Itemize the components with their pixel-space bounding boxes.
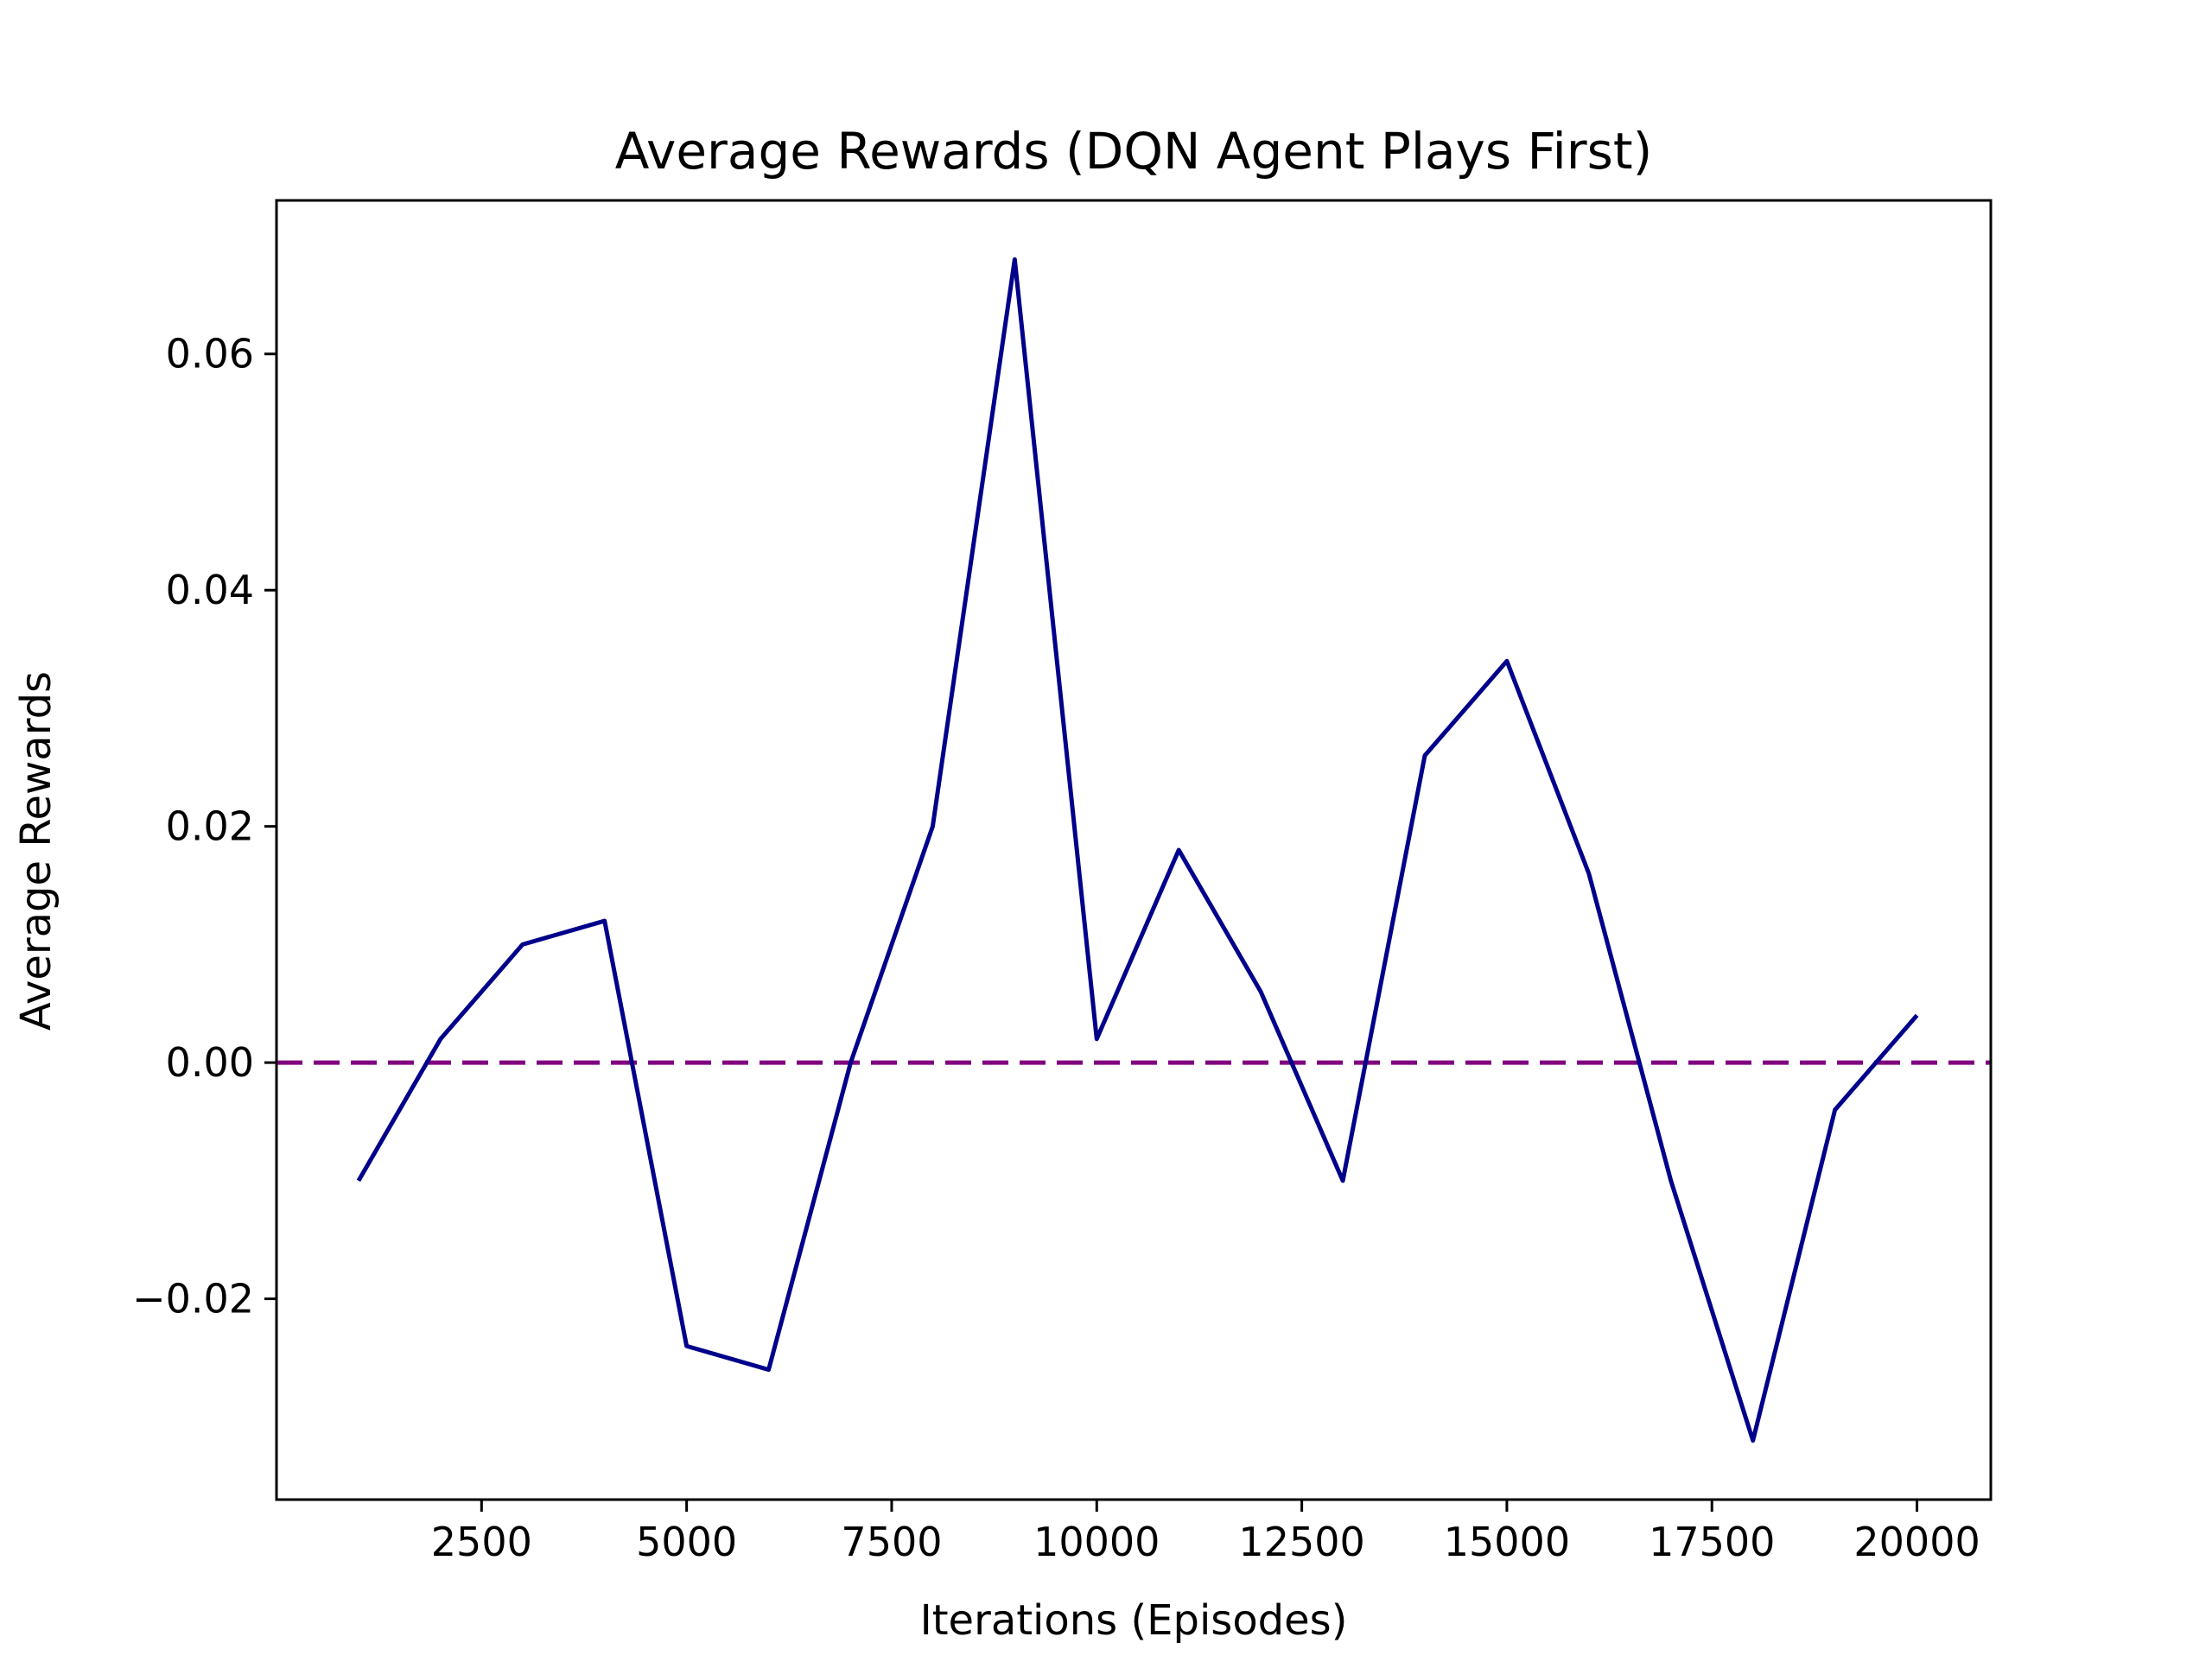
y-tick-label: 0.06 <box>166 331 254 377</box>
x-tick-label: 2500 <box>431 1519 532 1565</box>
x-tick-label: 7500 <box>841 1519 942 1565</box>
y-axis-title: Average Rewards <box>12 671 60 1031</box>
chart-title: Average Rewards (DQN Agent Plays First) <box>615 122 1652 181</box>
x-axis-title: Iterations (Episodes) <box>920 1596 1348 1645</box>
y-tick-label: 0.00 <box>166 1039 254 1086</box>
series-line <box>359 259 1917 1440</box>
y-axis-ticks: −0.02 0.00 0.02 0.04 0.06 <box>132 331 276 1323</box>
x-tick-label: 17500 <box>1649 1519 1775 1565</box>
x-tick-label: 15000 <box>1444 1519 1570 1565</box>
x-tick-label: 12500 <box>1238 1519 1364 1565</box>
x-tick-label: 5000 <box>636 1519 737 1565</box>
y-tick-label: 0.04 <box>166 567 254 613</box>
y-tick-label: −0.02 <box>132 1276 254 1323</box>
x-axis-ticks: 2500 5000 7500 10000 12500 15000 17500 20000 <box>431 1500 1980 1565</box>
x-tick-label: 20000 <box>1853 1519 1980 1565</box>
x-tick-label: 10000 <box>1033 1519 1160 1565</box>
y-tick-label: 0.02 <box>166 803 254 850</box>
series-layer <box>359 259 1917 1440</box>
plot-frame <box>276 200 1991 1500</box>
